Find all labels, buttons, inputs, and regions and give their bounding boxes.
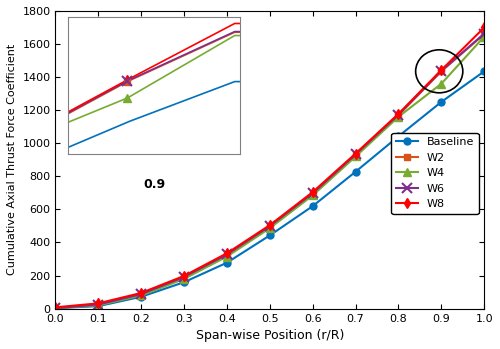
W6 (181, 275, 187, 279)
W8 (438, 68, 444, 72)
W4 (138, 293, 144, 297)
W6 (438, 69, 444, 73)
X-axis label: Span-wise Position (r/R): Span-wise Position (r/R) (196, 329, 344, 342)
Line: W8: W8 (52, 24, 488, 311)
Line: Baseline: Baseline (52, 68, 488, 312)
W4 (181, 277, 187, 281)
Baseline (396, 134, 402, 139)
W4 (481, 35, 487, 39)
W4 (224, 254, 230, 259)
W4 (52, 306, 59, 310)
Baseline (481, 69, 487, 73)
Baseline (181, 280, 187, 284)
W6 (481, 31, 487, 36)
Baseline (352, 170, 358, 174)
Baseline (224, 261, 230, 265)
Baseline (96, 304, 102, 308)
Line: W4: W4 (52, 32, 488, 312)
W8 (310, 190, 316, 194)
W6 (138, 292, 144, 296)
Line: W2: W2 (52, 31, 488, 312)
W8 (396, 112, 402, 116)
W8 (96, 301, 102, 305)
Baseline (52, 306, 59, 310)
W2 (138, 292, 144, 296)
W6 (310, 191, 316, 195)
W4 (396, 115, 402, 119)
W4 (267, 226, 273, 230)
Baseline (310, 204, 316, 208)
W4 (352, 154, 358, 158)
W2 (396, 113, 402, 117)
W8 (52, 305, 59, 310)
W6 (224, 252, 230, 257)
W6 (96, 303, 102, 307)
W2 (224, 253, 230, 257)
Baseline (138, 295, 144, 299)
W8 (481, 25, 487, 30)
W8 (352, 151, 358, 156)
Legend: Baseline, W2, W4, W6, W8: Baseline, W2, W4, W6, W8 (392, 133, 478, 214)
W4 (438, 82, 444, 86)
Baseline (267, 233, 273, 237)
W8 (224, 251, 230, 255)
W4 (310, 193, 316, 198)
W2 (310, 192, 316, 196)
W8 (138, 291, 144, 295)
W4 (96, 303, 102, 307)
W2 (438, 69, 444, 73)
W6 (52, 306, 59, 310)
W2 (267, 224, 273, 229)
W2 (96, 303, 102, 307)
W6 (352, 152, 358, 156)
W6 (396, 112, 402, 117)
W8 (181, 274, 187, 278)
W8 (267, 223, 273, 227)
W6 (267, 224, 273, 228)
Y-axis label: Cumulative Axial Thrust Force Coefficient: Cumulative Axial Thrust Force Coefficien… (7, 44, 17, 275)
W2 (52, 306, 59, 310)
W2 (481, 32, 487, 36)
Text: 0.9: 0.9 (143, 178, 165, 191)
W2 (352, 153, 358, 157)
Line: W6: W6 (50, 29, 489, 313)
W2 (181, 275, 187, 279)
Baseline (438, 100, 444, 104)
